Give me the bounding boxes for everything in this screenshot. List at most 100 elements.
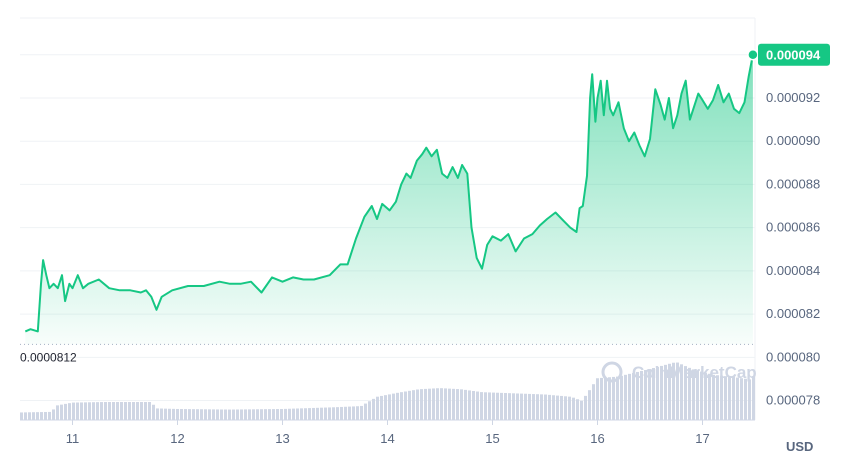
volume-bar: [108, 402, 111, 420]
volume-bar: [492, 392, 495, 420]
volume-bar: [644, 370, 647, 420]
volume-bar: [520, 393, 523, 420]
volume-bar: [448, 388, 451, 420]
volume-bar: [516, 393, 519, 420]
volume-bar: [504, 393, 507, 420]
volume-bar: [192, 409, 195, 420]
volume-bar: [68, 403, 71, 420]
volume-bar: [580, 400, 583, 420]
volume-bar: [124, 402, 127, 420]
price-line[interactable]: [24, 54, 754, 333]
reference-line: 0.0000812: [20, 343, 755, 364]
volume-bar: [724, 376, 727, 420]
volume-bar: [604, 377, 607, 420]
volume-bar: [304, 408, 307, 420]
volume-bar: [324, 407, 327, 420]
volume-bar: [344, 406, 347, 420]
volume-bar: [556, 395, 559, 420]
y-tick-label: 0.000090: [766, 133, 820, 148]
volume-bar: [592, 384, 595, 420]
volume-bar: [340, 406, 343, 420]
volume-bar: [600, 377, 603, 420]
volume-bar: [480, 392, 483, 420]
watermark: CoinMarketCap: [632, 363, 757, 382]
volume-bar: [696, 370, 699, 420]
last-price-badge: [758, 43, 830, 66]
volume-bar: [256, 409, 259, 420]
volume-bar: [484, 392, 487, 420]
volume-bar: [380, 395, 383, 420]
volume-bar: [660, 365, 663, 420]
volume-bar: [72, 402, 75, 420]
volume-bar: [84, 402, 87, 420]
volume-bar: [24, 412, 27, 420]
volume-bar: [512, 393, 515, 420]
y-tick-label: 0.000080: [766, 349, 820, 364]
volume-bar: [252, 409, 255, 420]
volume-bar: [240, 409, 243, 420]
volume-bar: [168, 408, 171, 420]
volume-bar: [616, 376, 619, 420]
volume-bar: [432, 388, 435, 420]
volume-bar: [44, 411, 47, 420]
volume-bar: [508, 393, 511, 420]
volume-bar: [628, 373, 631, 420]
y-tick-label: 0.000078: [766, 393, 820, 408]
volume-bar: [716, 375, 719, 420]
volume-bar: [692, 369, 695, 420]
volume-bar: [540, 394, 543, 420]
x-tick-label: 12: [170, 431, 184, 446]
volume-bar: [56, 405, 59, 420]
volume-bar: [172, 408, 175, 420]
volume-bar: [640, 370, 643, 420]
volume-bar: [136, 402, 139, 420]
volume-bar: [444, 388, 447, 420]
x-tick-label: 14: [380, 431, 394, 446]
volume-bar: [732, 377, 735, 420]
volume-bar: [264, 409, 267, 420]
volume-bar: [736, 377, 739, 420]
volume-bar: [232, 409, 235, 420]
volume-bar: [392, 393, 395, 420]
volume-bar: [576, 399, 579, 420]
volume-bar: [500, 392, 503, 420]
volume-bar: [452, 388, 455, 420]
volume-bar: [456, 389, 459, 420]
volume-bar: [208, 409, 211, 420]
volume-bar: [296, 408, 299, 420]
volume-bar: [352, 406, 355, 420]
volume-bar: [244, 409, 247, 420]
volume-bar: [496, 392, 499, 420]
y-tick-label: 0.000084: [766, 263, 820, 278]
volume-bar: [412, 390, 415, 420]
volume-bar: [488, 392, 491, 420]
currency-label: USD: [786, 439, 813, 454]
volume-bar: [632, 372, 635, 420]
volume-bar: [720, 375, 723, 420]
volume-bar: [376, 396, 379, 420]
volume-bar: [712, 374, 715, 420]
last-price-marker: 0.000094: [747, 43, 830, 66]
volume-bar: [180, 409, 183, 420]
volume-bar: [688, 367, 691, 420]
volume-bar: [596, 378, 599, 420]
x-tick-label: 15: [485, 431, 499, 446]
volume-bar: [572, 397, 575, 420]
volume-bar: [372, 398, 375, 420]
last-price-label: 0.000094: [766, 48, 821, 63]
volume-bar: [348, 406, 351, 420]
price-area: [25, 54, 753, 345]
x-tick-label: 17: [695, 431, 709, 446]
volume-bar: [472, 390, 475, 420]
volume-bar: [636, 371, 639, 420]
volume-bar: [200, 409, 203, 420]
volume-bar: [276, 409, 279, 420]
volume-bar: [384, 395, 387, 420]
volume-bar: [608, 377, 611, 420]
volume-bar: [528, 393, 531, 420]
volume-bar: [752, 376, 755, 420]
volume-bar: [80, 402, 83, 420]
volume-bar: [148, 402, 151, 420]
volume-bar: [332, 407, 335, 420]
